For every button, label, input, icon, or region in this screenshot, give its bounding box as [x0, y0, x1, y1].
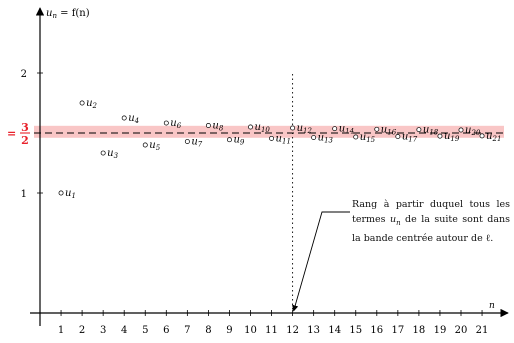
x-tick-label-10: 10 [244, 325, 257, 336]
point-label-u16: u16 [381, 124, 397, 136]
x-tick-label-8: 8 [205, 325, 211, 336]
y-tick-label-2: 2 [21, 69, 27, 80]
x-tick-label-9: 9 [226, 325, 232, 336]
x-tick-label-11: 11 [265, 325, 278, 336]
point-label-u2: u2 [86, 98, 97, 110]
point-label-u20: u20 [465, 125, 481, 137]
point-label-u5: u5 [149, 140, 160, 152]
point-u4 [121, 115, 127, 121]
point-label-u11: u11 [276, 133, 291, 145]
x-tick-label-2: 2 [79, 325, 85, 336]
point-label-u13: u13 [318, 133, 334, 145]
point-label-u10: u10 [255, 122, 271, 134]
x-tick-label-5: 5 [142, 325, 148, 336]
point-u1 [58, 190, 64, 196]
point-u18 [416, 127, 422, 133]
point-u14 [332, 126, 338, 132]
point-label-u18: u18 [423, 125, 439, 137]
point-u19 [437, 133, 443, 139]
point-u15 [353, 134, 359, 140]
x-tick-label-3: 3 [100, 325, 106, 336]
x-axis-label: n [489, 301, 495, 311]
limit-band [34, 125, 504, 138]
x-tick-label-17: 17 [391, 325, 404, 336]
limit-label-numerator: 3 [21, 121, 29, 134]
annotation-text-after: de la suite sont dans la bande centrée a… [352, 214, 511, 244]
point-u3 [100, 150, 106, 156]
point-u2 [79, 100, 85, 106]
point-label-u21: u21 [486, 131, 501, 143]
point-label-u7: u7 [191, 137, 202, 149]
point-u8 [205, 123, 211, 128]
point-u13 [311, 135, 317, 141]
x-tick-label-1: 1 [58, 325, 64, 336]
point-u11 [269, 135, 274, 141]
point-u6 [163, 120, 169, 126]
point-label-u4: u4 [128, 113, 139, 125]
point-label-u17: u17 [402, 131, 418, 143]
point-u16 [374, 126, 380, 132]
point-label-u1: u1 [65, 188, 76, 200]
point-label-u8: u8 [212, 121, 223, 133]
y-axis-label: un = f(n) [46, 8, 90, 20]
point-u10 [248, 124, 253, 130]
x-tick-label-14: 14 [328, 325, 341, 336]
point-u7 [184, 139, 190, 144]
x-tick-label-13: 13 [307, 325, 320, 336]
x-tick-label-19: 19 [434, 325, 447, 336]
point-label-u14: u14 [339, 124, 354, 136]
x-tick-label-18: 18 [413, 325, 426, 336]
point-label-u12: u12 [297, 123, 313, 135]
point-u21 [479, 133, 485, 139]
point-u9 [226, 137, 232, 143]
x-tick-label-21: 21 [476, 325, 489, 336]
annotation-arrow [292, 211, 350, 312]
point-label-u6: u6 [170, 118, 181, 130]
point-u17 [395, 134, 401, 139]
limit-label-equals: = [7, 127, 16, 140]
threshold-annotation: Rang à partir duquel tous les termes un … [352, 197, 510, 246]
x-tick-label-6: 6 [163, 325, 169, 336]
point-u5 [142, 142, 148, 148]
x-tick-label-16: 16 [370, 325, 383, 336]
x-tick-label-7: 7 [184, 325, 190, 336]
x-tick-label-4: 4 [121, 325, 127, 336]
point-label-u3: u3 [107, 148, 118, 160]
x-tick-label-12: 12 [286, 325, 299, 336]
annotation-u: u [389, 214, 397, 225]
annotation-sub: n [396, 218, 401, 227]
annotation-text-before: Rang à partir duquel tous les termes [352, 199, 510, 225]
point-u20 [458, 127, 464, 133]
y-tick-label-1: 1 [21, 189, 27, 200]
point-u12 [290, 125, 296, 131]
x-tick-label-15: 15 [349, 325, 362, 336]
limit-label-denominator: 2 [21, 134, 29, 147]
point-label-u9: u9 [233, 135, 244, 147]
point-label-u19: u19 [444, 131, 460, 143]
point-label-u15: u15 [360, 132, 376, 144]
x-tick-label-20: 20 [455, 325, 468, 336]
